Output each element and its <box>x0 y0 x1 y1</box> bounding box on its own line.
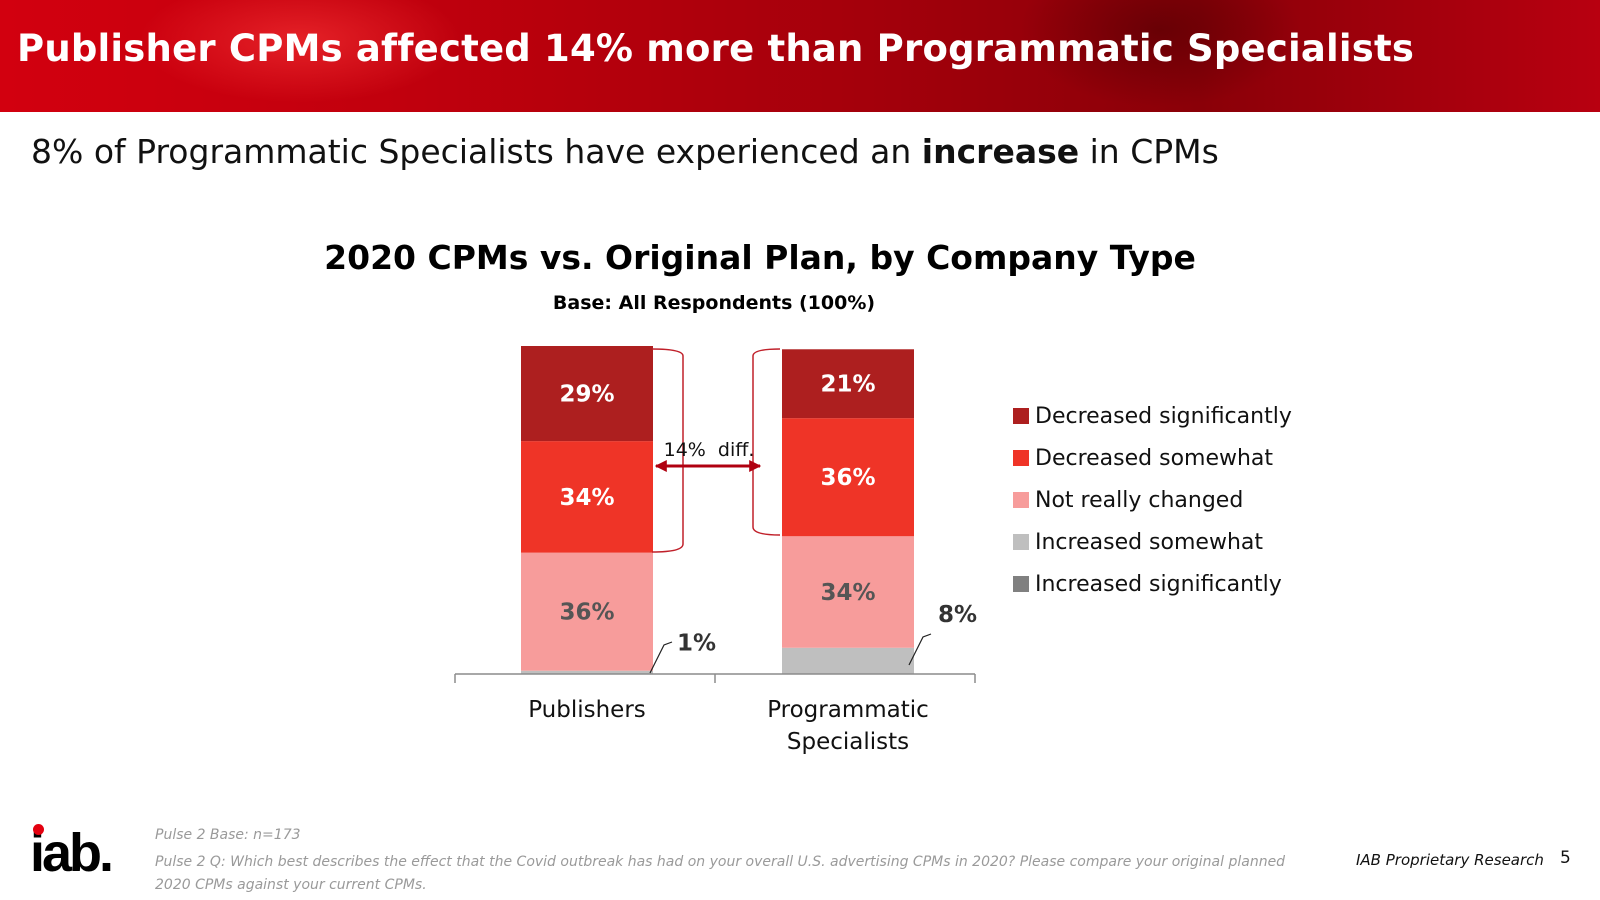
footnote-base: Pulse 2 Base: n=173 <box>155 827 301 843</box>
data-label: 36% <box>820 465 875 491</box>
title-banner: Publisher CPMs affected 14% more than Pr… <box>0 0 1600 112</box>
legend-item: Not really changed <box>1013 479 1292 521</box>
legend-swatch <box>1013 492 1029 508</box>
data-label: 1% <box>677 631 716 657</box>
legend-label: Increased significantly <box>1035 571 1282 597</box>
data-label: 8% <box>938 602 977 628</box>
data-label: 34% <box>559 485 614 511</box>
chart-base-note: Base: All Respondents (100%) <box>552 292 876 314</box>
bar-segment-increased-somewhat <box>521 670 653 674</box>
chart-legend: Decreased significantly Decreased somewha… <box>1013 395 1292 605</box>
legend-label: Decreased significantly <box>1035 403 1292 429</box>
iab-logo: iab. <box>30 823 114 883</box>
legend-item: Decreased significantly <box>1013 395 1292 437</box>
data-label: 21% <box>820 372 875 398</box>
footnote-question: Pulse 2 Q: Which best describes the effe… <box>155 854 1286 893</box>
legend-item: Decreased somewhat <box>1013 437 1292 479</box>
legend-swatch <box>1013 576 1029 592</box>
legend-label: Decreased somewhat <box>1035 445 1274 471</box>
bar-segment-decreased-somewhat <box>782 418 914 537</box>
difference-annotation: 14% diff. <box>664 439 755 461</box>
bars-layer <box>521 346 914 674</box>
logo-dot <box>33 824 44 835</box>
data-label: 36% <box>559 600 614 626</box>
publishers-decrease-bracket <box>651 348 684 553</box>
category-label: Publishers <box>528 697 646 723</box>
data-label: 34% <box>820 580 875 606</box>
labels-layer: 1% 36% 34% 29% 8% 34% 36% 21% <box>559 372 977 657</box>
bar-segment-decreased-somewhat <box>521 441 653 553</box>
bar-segment-decreased-significantly <box>521 346 653 442</box>
legend-swatch <box>1013 534 1029 550</box>
chart-title: 2020 CPMs vs. Original Plan, by Company … <box>324 238 1196 277</box>
slide-subtitle: 8% of Programmatic Specialists have expe… <box>31 132 1219 171</box>
bar-segment-increased-somewhat <box>782 647 914 674</box>
logo-period: . <box>99 823 114 883</box>
subtitle-emphasis: increase <box>921 132 1080 171</box>
legend-label: Not really changed <box>1035 487 1244 513</box>
logo-text: iab <box>30 823 102 883</box>
legend-swatch <box>1013 450 1029 466</box>
subtitle-text-start: 8% of Programmatic Specialists have expe… <box>31 132 922 171</box>
category-labels: Publishers Programmatic Specialists <box>528 697 929 755</box>
subtitle-text-end: in CPMs <box>1079 132 1219 171</box>
specialists-decrease-bracket <box>752 348 781 536</box>
bar-segment-not-really-changed <box>521 552 653 671</box>
slide-title: Publisher CPMs affected 14% more than Pr… <box>17 27 1415 70</box>
x-axis <box>454 673 976 683</box>
bar-segment-decreased-significantly <box>782 349 914 419</box>
legend-item: Increased somewhat <box>1013 521 1292 563</box>
callout-leaders <box>649 633 932 674</box>
proprietary-label: IAB Proprietary Research <box>1356 851 1544 869</box>
category-label: Programmatic <box>767 697 929 723</box>
category-label: Specialists <box>787 729 909 755</box>
bar-segment-not-really-changed <box>782 536 914 648</box>
page-number: 5 <box>1560 848 1571 868</box>
legend-swatch <box>1013 408 1029 424</box>
legend-item: Increased significantly <box>1013 563 1292 605</box>
data-label: 29% <box>559 382 614 408</box>
legend-label: Increased somewhat <box>1035 529 1263 555</box>
